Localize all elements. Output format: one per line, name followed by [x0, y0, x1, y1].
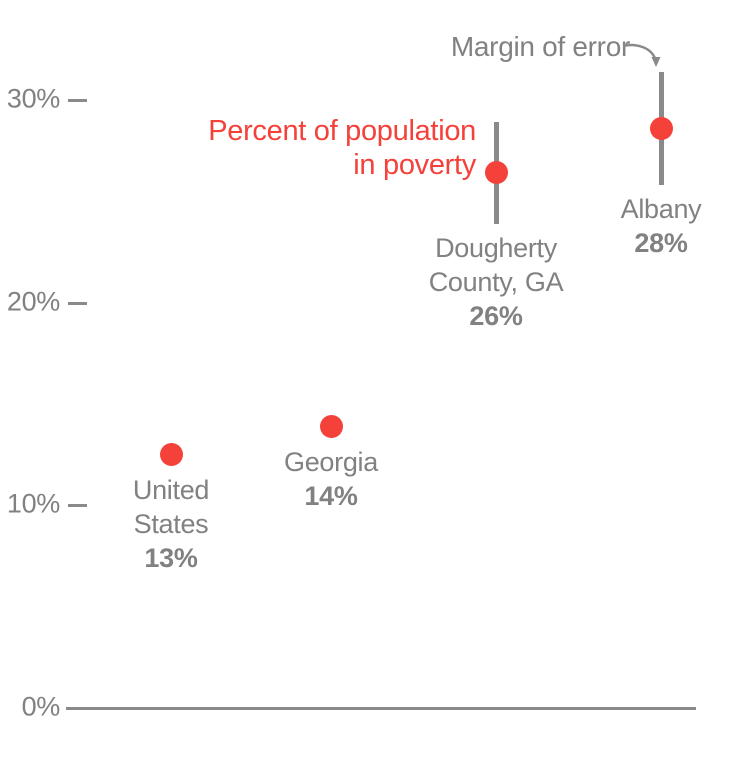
data-point-dot	[319, 414, 343, 438]
data-point-dot	[649, 116, 673, 140]
data-point-label: Georgia 14%	[211, 445, 451, 513]
data-point-value: 26%	[469, 300, 523, 331]
data-point-value: 28%	[634, 228, 688, 259]
series-annotation-line-1: Percent of population	[208, 115, 476, 147]
y-tick-label: 30%	[6, 83, 60, 114]
margin-of-error-annotation: Margin of error	[450, 31, 630, 62]
data-point-dot	[159, 443, 183, 467]
data-point-label: Dougherty County, GA 26%	[376, 231, 616, 333]
x-axis-baseline	[66, 707, 696, 710]
y-tick-label: 0%	[21, 691, 61, 722]
data-point-value: 14%	[304, 480, 358, 511]
y-tick-mark	[68, 301, 87, 305]
y-tick-label: 10%	[6, 488, 60, 519]
data-point-value: 13%	[144, 543, 198, 574]
series-annotation-line-2: in poverty	[353, 149, 476, 181]
margin-of-error-arrow-icon	[622, 43, 661, 67]
data-point-name-line: Albany	[620, 194, 702, 225]
data-point-name-line: United	[132, 475, 210, 506]
series-annotation: Percent of population in poverty	[208, 114, 476, 182]
data-point-name-line: Dougherty	[435, 232, 557, 263]
data-point-label: Albany 28%	[541, 192, 730, 260]
y-tick-mark	[68, 99, 87, 102]
data-point-dot	[484, 161, 508, 185]
y-tick-label: 20%	[6, 285, 60, 316]
data-point-name-line: States	[133, 509, 209, 540]
data-point-label: United States 13%	[51, 473, 291, 575]
data-point-name-line: County, GA	[428, 266, 564, 297]
data-point-name-line: Georgia	[284, 446, 378, 477]
y-tick-mark	[68, 504, 87, 508]
